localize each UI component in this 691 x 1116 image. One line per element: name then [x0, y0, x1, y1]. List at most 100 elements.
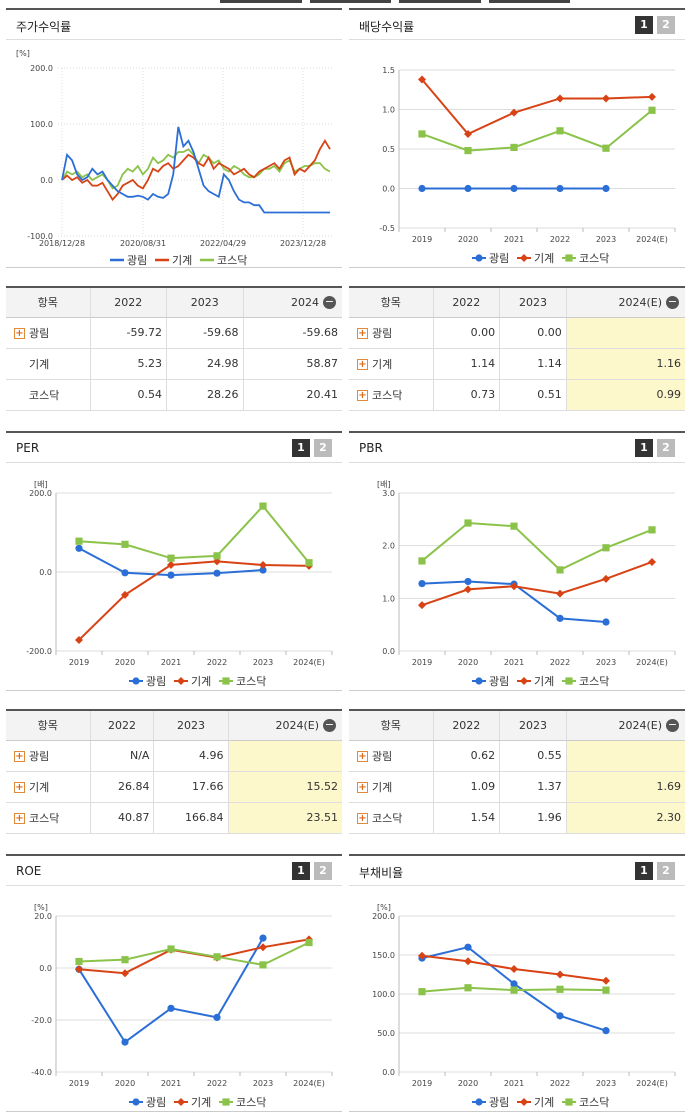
pbr-chart: 3.0 2.0 1.0 0.0 2019 2020 2021 2022 2023 2024(E) [… [377, 480, 676, 688]
page-1-button[interactable]: 1 [635, 862, 653, 880]
x-tick-label: 2019 [412, 658, 432, 667]
data-point [121, 1038, 129, 1046]
data-point [213, 552, 221, 560]
y-tick-label: 2.0 [382, 542, 395, 551]
row-label[interactable]: + 기계 [6, 771, 90, 803]
data-point [213, 953, 221, 961]
expand-plus-icon[interactable]: + [14, 328, 25, 339]
table-row: + 광림 0.00 0.00 [349, 317, 685, 349]
data-point [259, 943, 267, 952]
table-row: 기계 5.23 24.98 58.87 [6, 348, 342, 380]
table-row: + 코스닥 40.87 166.84 23.51 [6, 802, 342, 834]
table-cell: 1.14 [499, 348, 567, 380]
expand-plus-icon[interactable]: + [14, 813, 25, 824]
page-2-button[interactable]: 2 [657, 439, 675, 457]
x-tick-label: 2023 [596, 1079, 616, 1088]
page-1-button[interactable]: 1 [292, 439, 310, 457]
expand-plus-icon[interactable]: + [14, 782, 25, 793]
row-label[interactable]: + 광림 [349, 317, 433, 349]
row-label[interactable]: + 코스닥 [349, 802, 433, 834]
legend-label: 기계 [172, 254, 192, 267]
row-label[interactable]: + 코스닥 [6, 802, 90, 834]
data-point [259, 502, 267, 510]
legend-label: 코스닥 [579, 252, 609, 265]
page-2-button[interactable]: 2 [657, 862, 675, 880]
header-year: 2024(E) − [227, 710, 342, 741]
legend-marker [520, 677, 528, 685]
y-tick-label: 150.0 [372, 951, 395, 960]
row-label[interactable]: + 기계 [349, 348, 433, 380]
header-year: 2022 [432, 287, 500, 318]
data-point [556, 184, 564, 193]
legend-label: 광림 [146, 675, 166, 688]
x-tick-label: 2023/12/28 [280, 239, 326, 248]
row-label[interactable]: + 코스닥 [349, 379, 433, 411]
data-point [167, 1004, 175, 1012]
data-point [602, 94, 610, 103]
expand-plus-icon[interactable]: + [357, 390, 368, 401]
page-1-button[interactable]: 1 [635, 439, 653, 457]
legend-label: 광림 [127, 254, 147, 267]
panel-title: 배당수익률 [359, 20, 415, 34]
header-year: 2023 [153, 710, 229, 741]
expand-plus-icon[interactable]: + [357, 751, 368, 762]
x-tick-label: 2023 [596, 658, 616, 667]
row-label[interactable]: + 기계 [349, 771, 433, 803]
x-tick-label: 2021 [504, 1079, 524, 1088]
collapse-icon[interactable]: − [323, 295, 336, 309]
expand-plus-icon[interactable]: + [357, 813, 368, 824]
expand-plus-icon[interactable]: + [357, 359, 368, 370]
x-tick-label: 2020 [458, 235, 478, 244]
y-tick-label: 0.0 [39, 568, 52, 577]
page-2-button[interactable]: 2 [314, 862, 332, 880]
collapse-icon[interactable]: − [666, 295, 679, 309]
x-tick-label: 2021 [504, 235, 524, 244]
header-item: 항목 [349, 710, 433, 741]
per-table: 항목 2022 2023 2024(E) − + 광림 N/A 4.96 + 기계 26.84 17.6… [6, 709, 342, 834]
page-1-button[interactable]: 1 [292, 862, 310, 880]
row-label[interactable]: + 광림 [6, 740, 90, 772]
x-tick-label: 2019 [69, 1079, 89, 1088]
header-year: 2022 [432, 710, 500, 741]
data-point [305, 938, 313, 947]
legend-marker [177, 677, 185, 685]
data-point [648, 526, 656, 534]
legend-marker [565, 1098, 573, 1106]
legend-marker [475, 1098, 483, 1106]
y-tick-label: 0.0 [382, 1068, 395, 1077]
legend-label: 코스닥 [236, 1096, 266, 1109]
stock-return-table: 항목 2022 2023 2024− + 광림 -59.72 -59.68 -59.68 기계 5.… [6, 286, 342, 411]
table-cell [565, 740, 685, 772]
panel-title: ROE [16, 864, 42, 878]
expand-plus-icon[interactable]: + [357, 782, 368, 793]
data-point [464, 957, 472, 966]
per-chart: 200.0 0.0 -200.0 2019 2020 2021 2022 2023 2024(E… [26, 480, 333, 688]
legend-marker [177, 1098, 185, 1106]
data-point [464, 129, 472, 138]
x-tick-label: 2021 [161, 658, 181, 667]
page-2-button[interactable]: 2 [657, 16, 675, 34]
data-point [167, 560, 175, 569]
page-1-button[interactable]: 1 [635, 16, 653, 34]
data-point [418, 601, 426, 610]
legend-label: 코스닥 [217, 254, 247, 267]
page-2-button[interactable]: 2 [314, 439, 332, 457]
unit-label: [%] [377, 903, 391, 912]
header-item: 항목 [6, 287, 90, 318]
data-point [121, 540, 129, 548]
expand-plus-icon[interactable]: + [357, 328, 368, 339]
x-tick-label: 2023 [253, 658, 273, 667]
collapse-icon[interactable]: − [323, 718, 336, 732]
series-line [421, 521, 653, 572]
row-label[interactable]: + 광림 [6, 317, 90, 349]
expand-plus-icon[interactable]: + [14, 751, 25, 762]
collapse-icon[interactable]: − [666, 718, 679, 732]
y-tick-label: 100.0 [30, 120, 53, 129]
row-label[interactable]: + 광림 [349, 740, 433, 772]
data-point [602, 986, 610, 994]
data-point [464, 984, 472, 992]
